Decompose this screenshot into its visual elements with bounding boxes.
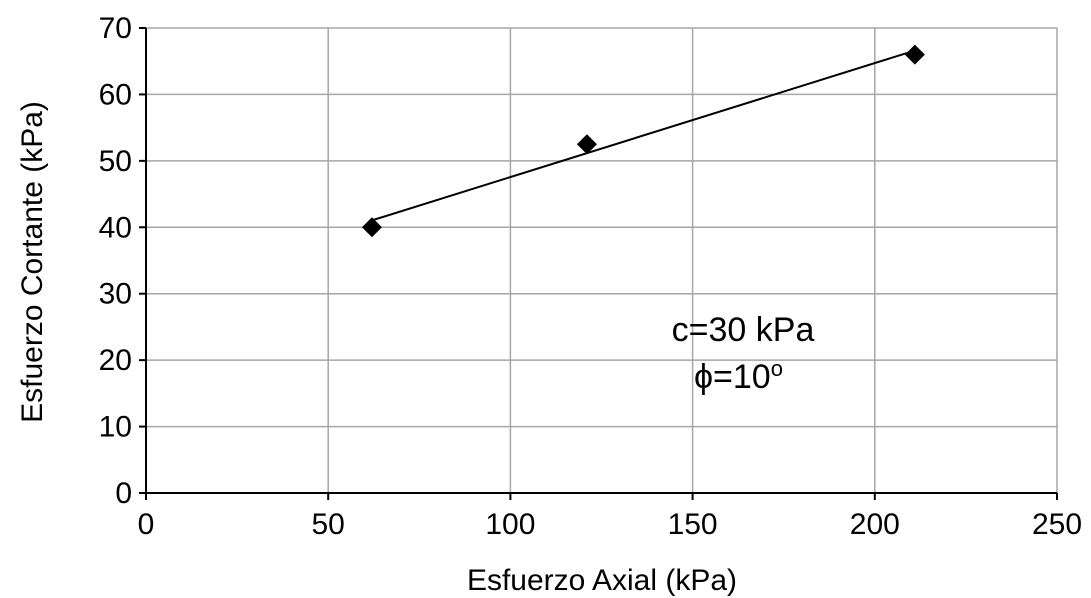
data-point-1 <box>576 134 597 155</box>
phi-symbol: ϕ <box>694 358 713 396</box>
y-tick-label-6: 60 <box>99 78 132 111</box>
data-point-2 <box>904 44 925 65</box>
y-tick-labels: 0 10 20 30 40 50 60 70 <box>99 12 132 510</box>
y-tick-label-4: 40 <box>99 211 132 244</box>
x-axis-title: Esfuerzo Axial (kPa) <box>467 564 737 597</box>
trendline-group <box>371 49 916 222</box>
axes <box>139 27 1058 500</box>
y-tick-label-3: 30 <box>99 278 132 311</box>
gridlines <box>146 27 1058 493</box>
y-tick-label-7: 70 <box>99 12 132 45</box>
x-tick-label-3: 150 <box>668 508 718 541</box>
data-point-0 <box>361 217 382 238</box>
x-tick-label-0: 0 <box>138 508 155 541</box>
trendline <box>371 49 916 222</box>
x-tick-label-5: 250 <box>1032 508 1082 541</box>
annotation-friction-angle: ϕ=10o <box>694 356 783 396</box>
x-tick-labels: 0 50 100 150 200 250 <box>138 508 1082 541</box>
y-tick-label-0: 0 <box>115 477 132 510</box>
degree-mark: o <box>771 356 783 381</box>
y-tick-label-5: 50 <box>99 145 132 178</box>
x-tick-label-4: 200 <box>850 508 900 541</box>
y-tick-label-1: 10 <box>99 411 132 444</box>
x-tick-label-1: 50 <box>312 508 345 541</box>
annotation-cohesion: c=30 kPa <box>672 311 815 349</box>
annotation-friction-value: =10 <box>713 358 771 396</box>
y-axis-title: Esfuerzo Cortante (kPa) <box>16 101 49 423</box>
x-tick-label-2: 100 <box>485 508 535 541</box>
data-points <box>361 44 925 238</box>
y-tick-label-2: 20 <box>99 344 132 377</box>
